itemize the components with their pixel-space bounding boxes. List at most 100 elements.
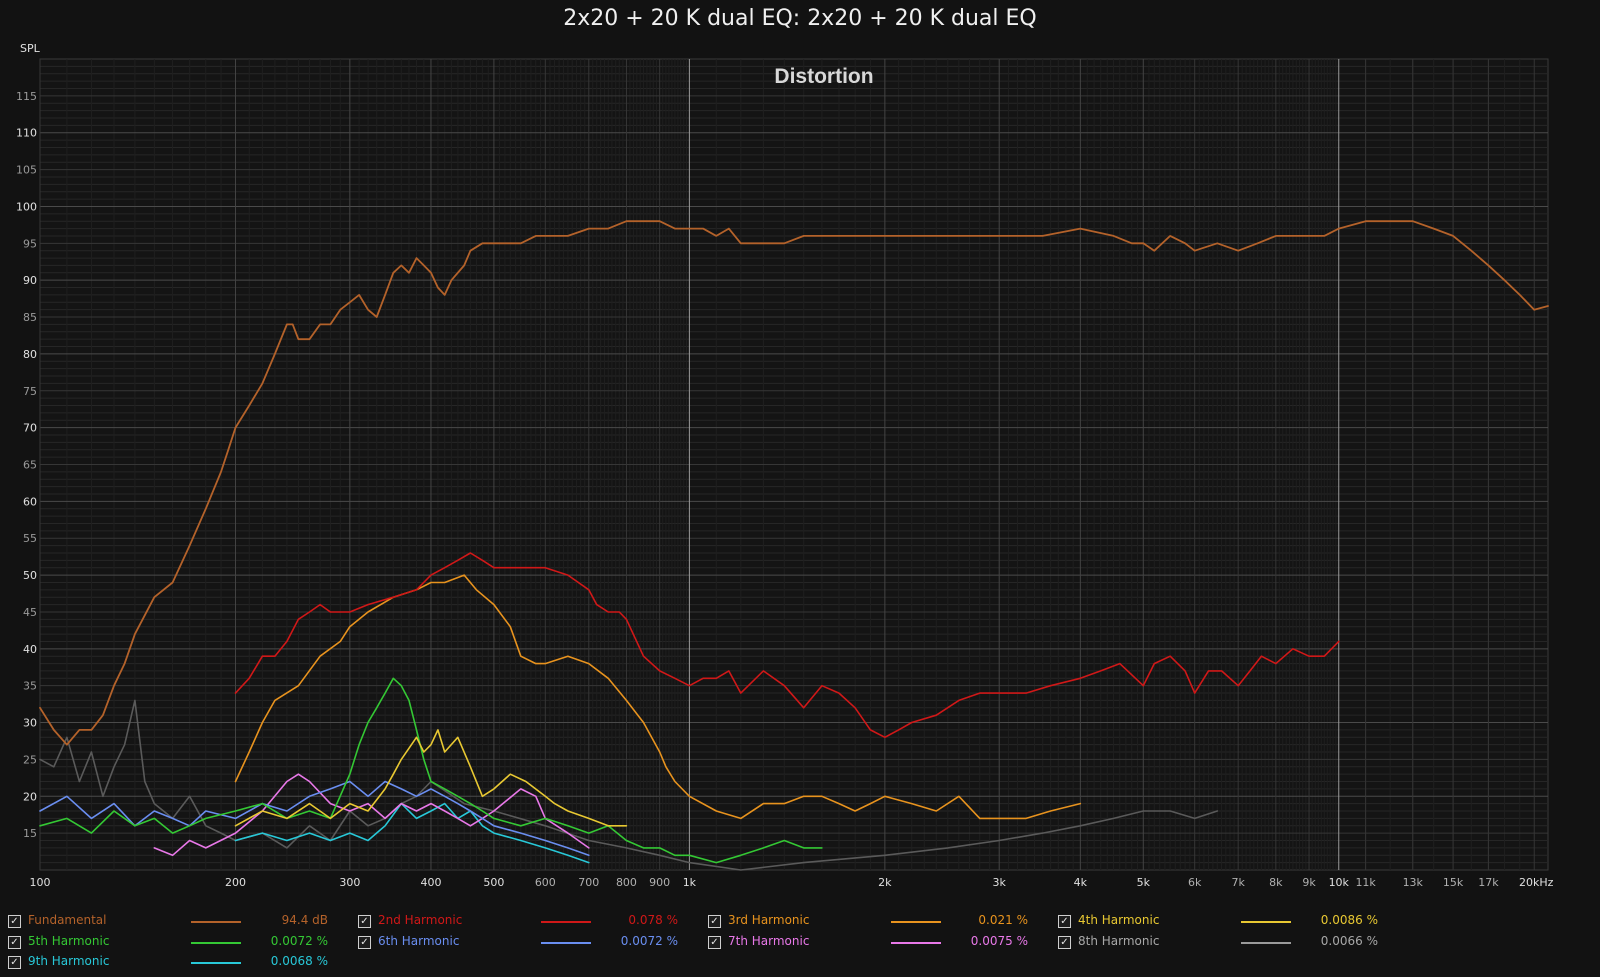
legend-item-8th-harmonic: ✓ 8th Harmonic 0.0066 % (1058, 933, 1398, 953)
x-tick-label: 5k (1137, 876, 1151, 889)
legend-item-4th-harmonic: ✓ 4th Harmonic 0.0086 % (1058, 912, 1398, 932)
y-tick-label: 65 (23, 459, 37, 472)
legend-value: 0.021 % (978, 913, 1028, 927)
legend-item-fundamental: ✓ Fundamental 94.4 dB (8, 912, 348, 932)
legend: ✓ Fundamental 94.4 dB ✓ 2nd Harmonic 0.078 % ✓… (8, 912, 1598, 974)
legend-value: 94.4 dB (281, 913, 328, 927)
x-tick-label: 700 (578, 876, 599, 889)
x-tick-label: 7k (1231, 876, 1245, 889)
legend-name: 7th Harmonic (728, 933, 810, 948)
y-tick-label: 55 (23, 532, 37, 545)
major-grid (39, 59, 1548, 870)
legend-value: 0.0068 % (270, 954, 328, 968)
y-tick-label: 80 (23, 348, 37, 361)
legend-swatch (191, 921, 241, 923)
legend-checkbox[interactable]: ✓ (1058, 915, 1071, 928)
x-tick-label: 300 (339, 876, 360, 889)
series-layer (39, 220, 1549, 871)
legend-item-9th-harmonic: ✓ 9th Harmonic 0.0068 % (8, 953, 348, 973)
legend-value: 0.0072 % (620, 933, 678, 948)
legend-name: 6th Harmonic (378, 933, 460, 948)
legend-name: 8th Harmonic (1078, 933, 1160, 948)
legend-name: 2nd Harmonic (378, 913, 463, 927)
x-tick-label: 600 (535, 876, 556, 889)
x-tick-label: 15k (1443, 876, 1464, 889)
legend-swatch (1241, 921, 1291, 923)
x-tick-label: 10k (1329, 876, 1350, 889)
legend-value: 0.0075 % (970, 933, 1028, 948)
x-tick-label: 13k (1403, 876, 1424, 889)
legend-value: 0.078 % (628, 913, 678, 927)
x-tick-label: 4k (1074, 876, 1088, 889)
x-tick-label: 9k (1302, 876, 1316, 889)
x-tick-label: 8k (1269, 876, 1283, 889)
legend-checkbox[interactable]: ✓ (708, 935, 721, 949)
x-tick-label: 800 (616, 876, 637, 889)
legend-item-6th-harmonic: ✓ 6th Harmonic 0.0072 % (358, 933, 698, 953)
legend-swatch (1241, 941, 1291, 944)
distortion-chart: 15 20 25 30 35 40 45 50 55 60 65 70 75 80 85 90 95 100 105… (16, 42, 1554, 889)
y-tick-label: 75 (23, 385, 37, 398)
legend-name: 9th Harmonic (28, 954, 110, 968)
y-axis-label: SPL (20, 42, 41, 55)
legend-swatch (541, 921, 591, 923)
x-tick-label: 1k (683, 876, 697, 889)
y-tick-label: 95 (23, 237, 37, 250)
series-9th-harmonic (234, 802, 590, 864)
x-tick-label: 500 (483, 876, 504, 889)
legend-swatch (541, 941, 591, 944)
y-tick-label: 110 (16, 127, 37, 140)
y-tick-label: 60 (23, 495, 37, 508)
legend-checkbox[interactable]: ✓ (358, 935, 371, 949)
x-tick-label: 3k (993, 876, 1007, 889)
x-tick-label: 20kHz (1519, 876, 1554, 889)
legend-checkbox[interactable]: ✓ (358, 915, 371, 928)
axis-labels: 15 20 25 30 35 40 45 50 55 60 65 70 75 80 85 90 95 100 105… (16, 90, 1554, 889)
y-tick-label: 15 (23, 827, 37, 840)
y-tick-label: 45 (23, 606, 37, 619)
legend-name: Fundamental (28, 913, 107, 927)
y-tick-label: 70 (23, 422, 37, 435)
y-tick-label: 100 (16, 200, 37, 213)
y-tick-label: 25 (23, 753, 37, 766)
chart-title: Distortion (774, 65, 873, 88)
series-4th-harmonic (234, 729, 628, 827)
legend-swatch (891, 921, 941, 923)
legend-checkbox[interactable]: ✓ (708, 915, 721, 928)
series-3rd-harmonic (234, 574, 1082, 820)
series-2nd-harmonic (234, 552, 1340, 739)
legend-checkbox[interactable]: ✓ (8, 935, 21, 949)
x-tick-label: 900 (649, 876, 670, 889)
legend-item-7th-harmonic: ✓ 7th Harmonic 0.0075 % (708, 933, 1048, 953)
legend-name: 3rd Harmonic (728, 913, 810, 927)
legend-name: 4th Harmonic (1078, 913, 1160, 927)
x-tick-label: 17k (1478, 876, 1499, 889)
x-tick-label: 400 (420, 876, 441, 889)
y-tick-label: 50 (23, 569, 37, 582)
x-tick-label: 200 (225, 876, 246, 889)
y-tick-label: 40 (23, 643, 37, 656)
legend-checkbox[interactable]: ✓ (8, 915, 21, 928)
legend-swatch (891, 941, 941, 944)
series-7th-harmonic (153, 773, 590, 857)
x-tick-label: 6k (1188, 876, 1202, 889)
legend-name: 5th Harmonic (28, 933, 110, 948)
y-tick-label: 85 (23, 311, 37, 324)
window-title: 2x20 + 20 K dual EQ: 2x20 + 20 K dual EQ (563, 6, 1037, 31)
y-tick-label: 90 (23, 274, 37, 287)
y-tick-label: 115 (16, 90, 37, 103)
y-tick-label: 105 (16, 164, 37, 177)
legend-swatch (191, 941, 241, 944)
x-tick-label: 2k (878, 876, 892, 889)
legend-item-3rd-harmonic: ✓ 3rd Harmonic 0.021 % (708, 912, 1048, 932)
legend-checkbox[interactable]: ✓ (8, 956, 21, 969)
legend-checkbox[interactable]: ✓ (1058, 935, 1071, 949)
legend-value: 0.0086 % (1320, 913, 1378, 927)
y-tick-label: 30 (23, 717, 37, 730)
legend-value: 0.0072 % (270, 933, 328, 948)
y-tick-label: 20 (23, 790, 37, 803)
legend-item-5th-harmonic: ✓ 5th Harmonic 0.0072 % (8, 933, 348, 953)
series-fundamental (39, 220, 1549, 746)
x-tick-label: 11k (1355, 876, 1376, 889)
y-tick-label: 35 (23, 680, 37, 693)
